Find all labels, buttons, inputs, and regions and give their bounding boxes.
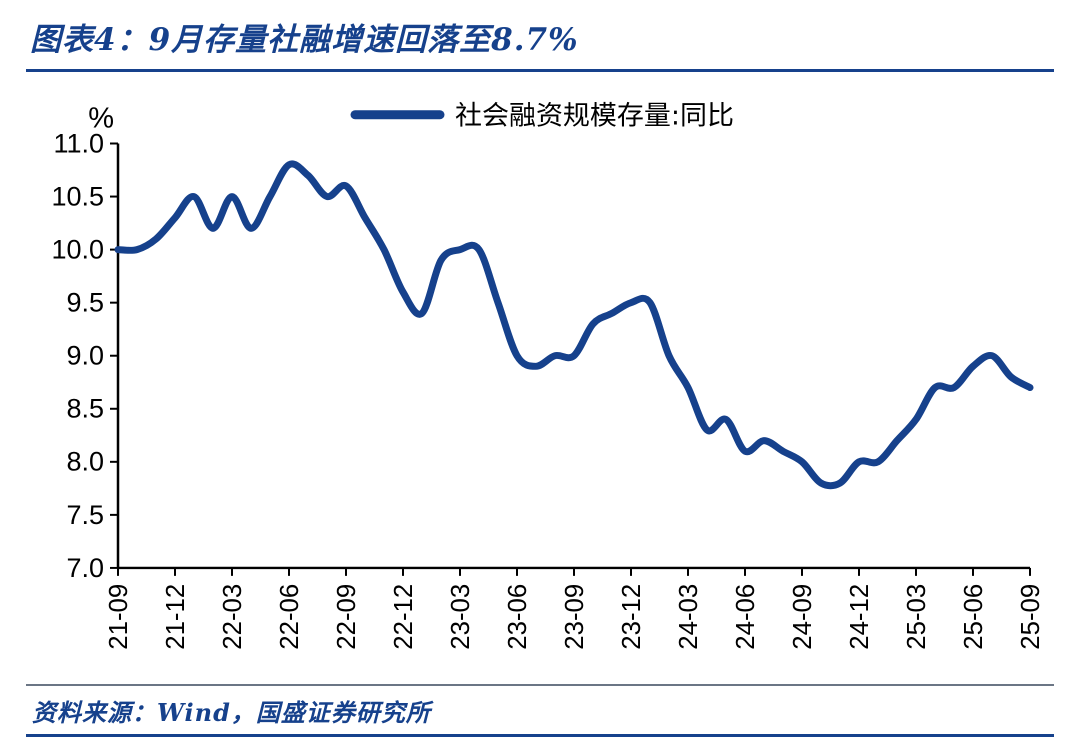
x-tick-label: 23-09 (561, 584, 589, 650)
y-tick-label: 8.5 (66, 394, 104, 424)
x-tick-label: 25-06 (960, 584, 988, 650)
y-axis-unit-label: % (88, 103, 114, 135)
y-tick-label: 8.0 (66, 447, 104, 477)
x-tick-label: 24-06 (732, 584, 760, 650)
y-tick-label: 9.5 (66, 288, 104, 318)
x-tick-label: 21-12 (162, 584, 190, 650)
footer-divider-top (26, 684, 1054, 686)
chart-container: 社会融资规模存量:同比% 7.0 7.5 8.0 8.5 9.0 9.5 10.0 10.5 11… (26, 72, 1054, 684)
footer-divider-bottom (26, 734, 1054, 737)
y-tick-label: 7.0 (66, 553, 104, 583)
x-tick-label: 22-09 (333, 584, 361, 650)
x-tick-label: 21-09 (105, 584, 133, 650)
x-tick-label: 23-12 (618, 584, 646, 650)
y-tick-label: 10.0 (51, 235, 104, 265)
legend-label: 社会融资规模存量:同比 (455, 101, 734, 132)
y-tick-label: 7.5 (66, 500, 104, 530)
source-footer: 资料来源：Wind，国盛证券研究所 (26, 684, 1054, 737)
x-tick-label: 24-09 (789, 584, 817, 650)
source-text: 资料来源：Wind，国盛证券研究所 (32, 698, 431, 727)
line-chart: 社会融资规模存量:同比% 7.0 7.5 8.0 8.5 9.0 9.5 10.0 10.5 11… (51, 101, 1045, 650)
y-tick-label: 11.0 (53, 129, 104, 159)
x-tick-label: 23-03 (447, 584, 475, 650)
series-line (114, 160, 1034, 490)
y-tick-label: 10.5 (51, 182, 104, 212)
x-tick-label: 24-03 (675, 584, 703, 650)
x-tick-label: 25-03 (903, 584, 931, 650)
x-tick-label: 22-06 (276, 584, 304, 650)
x-tick-label: 23-06 (504, 584, 532, 650)
x-tick-label: 25-09 (1017, 584, 1045, 650)
x-tick-label: 22-12 (390, 584, 418, 650)
y-tick-label: 9.0 (66, 341, 104, 371)
x-tick-label: 24-12 (846, 584, 874, 650)
chart-title: 图表4：9月存量社融增速回落至8.7% (30, 22, 579, 58)
x-tick-label: 22-03 (219, 584, 247, 650)
title-divider (26, 69, 1054, 72)
